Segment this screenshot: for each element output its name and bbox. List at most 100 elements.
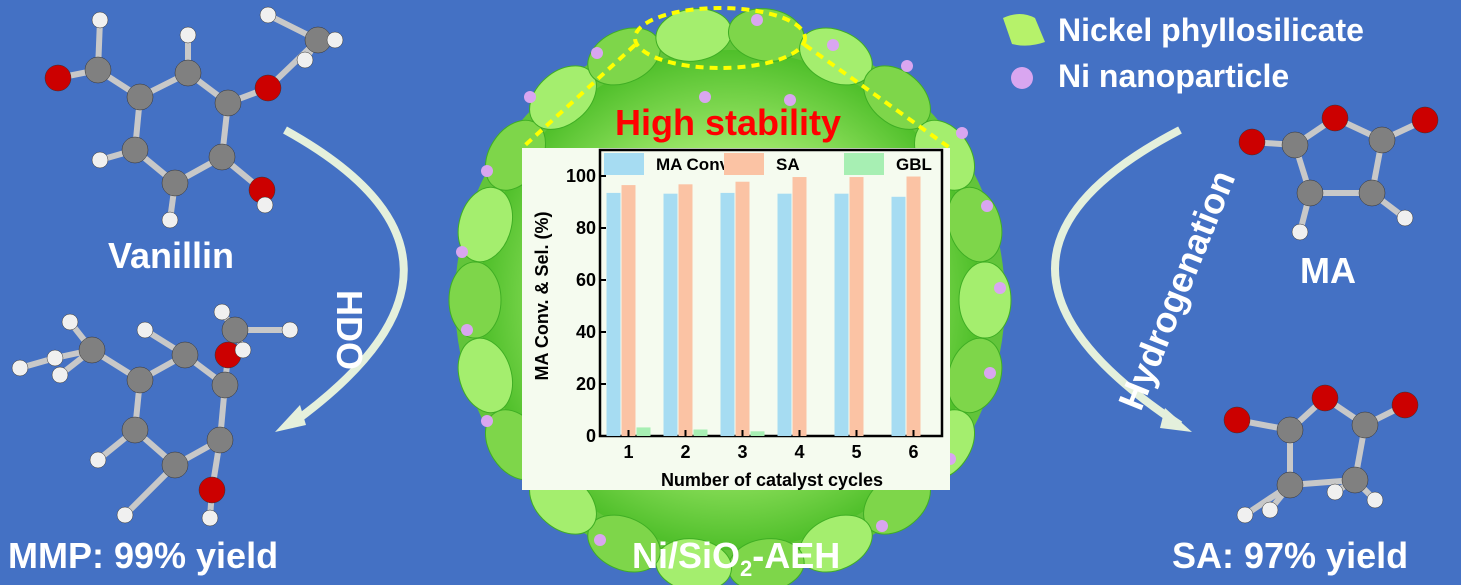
oxygen-atom [1311, 384, 1339, 412]
bar-ma-conv--cycle-2 [663, 193, 678, 436]
carbon-atom [214, 89, 242, 117]
ni-nanoparticle [591, 47, 603, 59]
legend-label: SA [776, 155, 800, 174]
ni-nanoparticle [981, 200, 993, 212]
oxygen-atom [1391, 391, 1419, 419]
ni-nanoparticle [956, 127, 968, 139]
y-tick-label: 80 [576, 218, 596, 238]
phyllosilicate-sheet [457, 337, 513, 414]
hydrogen-atom [1326, 483, 1344, 501]
purple-sphere-icon [1011, 67, 1033, 89]
hydrogen-atom [136, 321, 154, 339]
stability-chart: 0 20 40 60 80 100 1 2 3 4 5 6 MA Conv. SA GBL MA Con… [522, 148, 950, 490]
oxygen-atom [1238, 128, 1266, 156]
x-tick-label: 4 [794, 442, 804, 462]
carbon-atom [1276, 471, 1304, 499]
catalyst-subscript: 2 [740, 556, 753, 582]
hydrogen-atom [259, 6, 277, 24]
ni-nanoparticle [784, 94, 796, 106]
bar-sa-cycle-1 [621, 185, 636, 436]
catalyst-name: Ni/SiO [632, 535, 741, 576]
carbon-atom [84, 56, 112, 84]
hydrogen-atom [89, 451, 107, 469]
ni-nanoparticle [699, 91, 711, 103]
ni-nanoparticle [876, 520, 888, 532]
bar-sa-cycle-2 [678, 184, 693, 436]
plot-frame [598, 148, 944, 438]
y-axis-label: MA Conv. & Sel. (%) [532, 211, 552, 380]
carbon-atom [1281, 131, 1309, 159]
catalyst-label: Ni/SiO2-AEH [632, 535, 840, 582]
highlight-ellipse [633, 6, 807, 70]
ni-nanoparticle [751, 14, 763, 26]
carbon-atom [126, 366, 154, 394]
carbon-atom [1368, 126, 1396, 154]
hydrogen-atom [46, 349, 64, 367]
carbon-atom [1341, 466, 1369, 494]
legend-ni-nanoparticle: Ni nanoparticle [1058, 58, 1290, 94]
x-tick-label: 3 [737, 442, 747, 462]
bar-sa-cycle-4 [792, 177, 807, 436]
y-tick-label: 40 [576, 322, 596, 342]
hdo-arrow [283, 126, 408, 429]
y-tick-label: 20 [576, 374, 596, 394]
carbon-atom [161, 451, 189, 479]
carbon-atom [208, 143, 236, 171]
bar-ma-conv--cycle-1 [606, 192, 621, 436]
bar-ma-conv--cycle-5 [834, 193, 849, 436]
ni-nanoparticle [481, 415, 493, 427]
legend-label: MA Conv. [656, 155, 733, 174]
carbon-atom [1351, 411, 1379, 439]
carbon-atom [221, 316, 249, 344]
vanillin-label: Vanillin [108, 235, 235, 276]
chart-canvas: 0 20 40 60 80 100 1 2 3 4 5 6 MA Conv. SA GBL MA Con… [532, 148, 944, 490]
phyllosilicate-sheet [958, 261, 1012, 339]
hydrogen-atom [61, 313, 79, 331]
y-tick-label: 60 [576, 270, 596, 290]
carbon-atom [78, 336, 106, 364]
carbon-atom [1358, 179, 1386, 207]
y-tick-label: 100 [566, 166, 596, 186]
carbon-atom [211, 371, 239, 399]
oxygen-atom [198, 476, 226, 504]
ni-nanoparticle [524, 91, 536, 103]
hydrogen-atom [11, 359, 29, 377]
hydrogen-atom [51, 366, 69, 384]
oxygen-atom [1223, 406, 1251, 434]
x-tick-label: 5 [851, 442, 861, 462]
ni-nanoparticle [456, 246, 468, 258]
carbon-atom [1276, 416, 1304, 444]
ni-nanoparticle [594, 534, 606, 546]
bar-gbl-cycle-3 [750, 431, 765, 436]
x-tick-label: 1 [623, 442, 633, 462]
hydrogen-atom [296, 51, 314, 69]
ni-nanoparticle [461, 324, 473, 336]
high-stability-title: High stability [615, 102, 842, 143]
ni-nanoparticle [901, 60, 913, 72]
carbon-atom [174, 59, 202, 87]
y-tick-label: 0 [586, 426, 596, 446]
ni-nanoparticle [994, 282, 1006, 294]
phyllosilicate-sheet [448, 261, 502, 339]
bar-gbl-cycle-1 [636, 427, 651, 436]
legend-nickel-phyllosilicate: Nickel phyllosilicate [1058, 12, 1364, 48]
carbon-atom [121, 136, 149, 164]
ma-label: MA [1300, 250, 1356, 291]
hdo-arrowhead [275, 405, 306, 432]
hydrogen-atom [1396, 209, 1414, 227]
hydrogen-atom [91, 11, 109, 29]
carbon-atom [206, 426, 234, 454]
ma-molecule [1238, 104, 1439, 241]
bar-sa-cycle-6 [906, 176, 921, 436]
ni-nanoparticle [827, 39, 839, 51]
green-sheet-icon [1003, 14, 1045, 46]
hdo-label: HDO [329, 290, 370, 370]
carbon-atom [1296, 179, 1324, 207]
hydrogen-atom [1291, 223, 1309, 241]
ni-nanoparticle [481, 165, 493, 177]
sa-yield-label: SA: 97% yield [1172, 535, 1409, 576]
legend-label: GBL [896, 155, 932, 174]
hydrogen-atom [91, 151, 109, 169]
oxygen-atom [1411, 106, 1439, 134]
bar-gbl-cycle-2 [693, 429, 708, 436]
